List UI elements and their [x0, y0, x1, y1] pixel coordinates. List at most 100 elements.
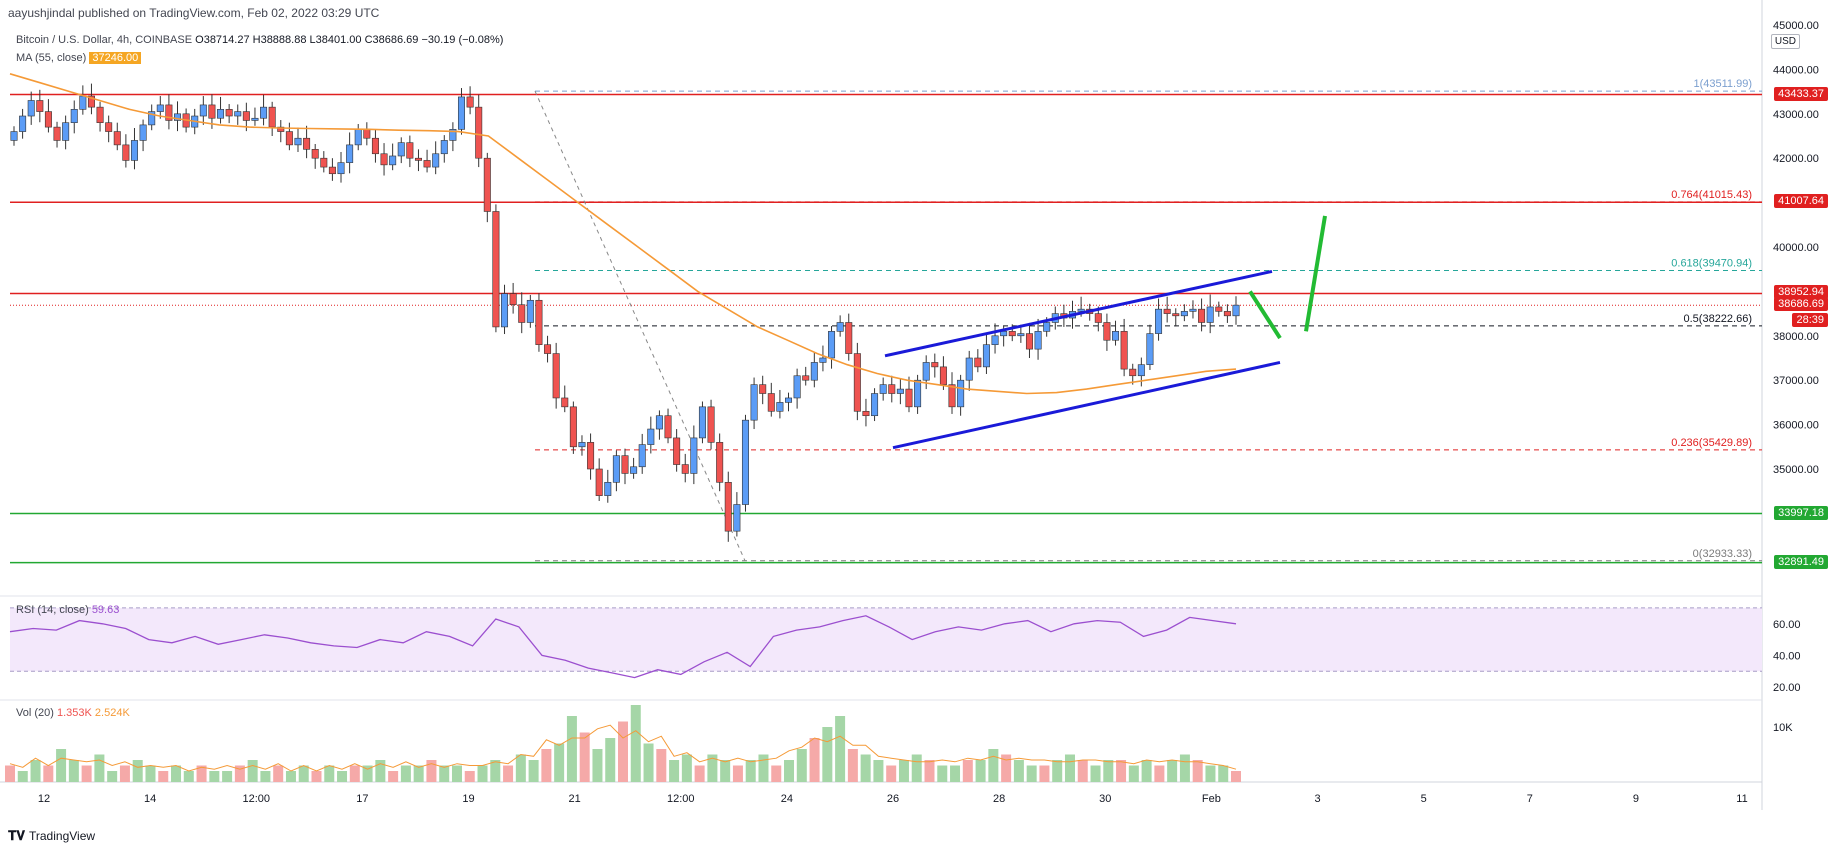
volume-bar — [924, 760, 935, 782]
candle-body — [165, 104, 173, 121]
volume-bar — [758, 754, 769, 782]
volume-bar — [119, 765, 130, 782]
volume-bar — [426, 760, 437, 782]
candle-body — [87, 95, 95, 108]
candle-body — [604, 482, 612, 496]
candle-body — [535, 299, 543, 345]
candle-body — [673, 437, 681, 465]
candle-body — [277, 126, 285, 132]
rsi-legend: RSI (14, close) 59.63 — [16, 604, 119, 616]
candle-body — [922, 362, 930, 381]
candle-body — [1025, 333, 1033, 350]
volume-bar — [183, 771, 194, 782]
candle-body — [234, 111, 242, 117]
volume-bar — [400, 765, 411, 782]
price-tick: 43000.00 — [1773, 109, 1819, 121]
time-tick: 30 — [1099, 793, 1111, 805]
price-label-resistance: 38952.94 — [1774, 285, 1828, 300]
candle-body — [113, 131, 121, 146]
footer-brand: 𝐓𝐕 TradingView — [8, 828, 95, 844]
candle-body — [475, 106, 483, 159]
volume-bar — [554, 743, 565, 782]
volume-bar — [898, 760, 909, 782]
channel-lower-line — [892, 360, 1281, 450]
symbol-legend: Bitcoin / U.S. Dollar, 4h, COINBASE O387… — [16, 34, 503, 46]
volume-bar — [975, 760, 986, 782]
fib-label: 0.764(41015.43) — [1671, 189, 1752, 201]
volume-bar — [937, 765, 948, 782]
candle-body — [776, 402, 784, 412]
candle-body — [931, 362, 939, 368]
candle-body — [836, 322, 844, 332]
candle-body — [10, 131, 18, 141]
volume-bar — [962, 760, 973, 782]
currency-badge[interactable]: USD — [1770, 34, 1800, 49]
candle-body — [130, 140, 138, 161]
price-label-resistance: 41007.64 — [1774, 194, 1828, 209]
candles — [10, 83, 1240, 542]
candle-body — [1120, 331, 1128, 370]
volume-bar — [618, 721, 628, 782]
rsi-line — [9, 615, 1237, 679]
time-tick: 12:00 — [667, 793, 695, 805]
volume-bar — [950, 765, 961, 782]
volume-bar — [1090, 765, 1101, 782]
volume-bar — [1141, 760, 1152, 782]
candle-body — [1077, 308, 1085, 312]
candle-body — [371, 137, 379, 155]
volume-bar — [1039, 765, 1050, 782]
candle-body — [449, 129, 457, 141]
candle-body — [251, 117, 259, 121]
candle-body — [139, 124, 147, 141]
candle-body — [44, 111, 52, 128]
candle-body — [242, 111, 250, 121]
candle-body — [681, 464, 689, 474]
candle-body — [526, 299, 534, 323]
candle-body — [1094, 313, 1102, 323]
volume-bar — [809, 738, 820, 782]
publisher-line: aayushjindal published on TradingView.co… — [8, 6, 380, 20]
tradingview-logo-icon: 𝐓𝐕 — [8, 828, 25, 843]
projection-down-arrow — [1248, 290, 1282, 340]
volume-bar — [515, 754, 526, 782]
volume-bar — [5, 765, 15, 782]
volume-bar — [771, 765, 782, 782]
volume-bar — [247, 760, 258, 782]
candle-body — [552, 353, 560, 399]
candle-body — [759, 384, 767, 394]
candle-body — [853, 353, 861, 412]
candle-body — [380, 153, 388, 166]
candle-body — [939, 366, 947, 385]
candle-body — [363, 129, 371, 139]
volume-bar — [1192, 760, 1203, 782]
candle-body — [1189, 308, 1197, 312]
candle-body — [1008, 331, 1016, 337]
candle-body — [518, 304, 526, 323]
volume-bar — [1116, 760, 1127, 782]
candle-body — [457, 96, 465, 130]
volume-bar — [311, 771, 322, 782]
volume-bar — [81, 765, 92, 782]
volume-bar — [1218, 765, 1229, 782]
candle-body — [862, 410, 870, 417]
volume-bar — [477, 765, 488, 782]
candle-body — [268, 106, 276, 128]
volume-bar — [388, 771, 399, 782]
candle-body — [328, 166, 336, 175]
price-tick: 35000.00 — [1773, 464, 1819, 476]
candle-body — [785, 397, 793, 403]
time-tick: 3 — [1314, 793, 1320, 805]
candle-body — [664, 415, 672, 439]
time-tick: 12 — [38, 793, 50, 805]
time-tick: 5 — [1421, 793, 1427, 805]
candle-body — [311, 149, 319, 159]
fib-diagonal — [534, 90, 746, 561]
volume-bar — [720, 760, 731, 782]
ohlc-values: O38714.27 H38888.88 L38401.00 C38686.69 … — [195, 34, 504, 46]
vol-label: Vol (20) — [16, 707, 54, 719]
candle-body — [724, 482, 732, 532]
volume-bar — [873, 760, 884, 782]
candle-body — [630, 466, 638, 474]
ma-value: 37246.00 — [89, 52, 142, 64]
